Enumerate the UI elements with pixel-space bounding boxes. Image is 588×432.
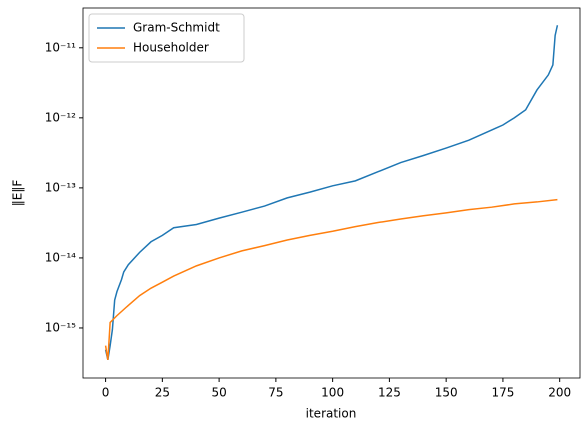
legend-label: Gram-Schmidt: [133, 21, 220, 35]
y-tick-label: 10⁻¹³: [45, 180, 76, 194]
legend-label: Householder: [133, 41, 209, 55]
x-tick-label: 150: [435, 386, 458, 400]
x-axis-label: iteration: [306, 407, 357, 421]
x-tick-label: 0: [102, 386, 110, 400]
x-tick-label: 200: [548, 386, 571, 400]
x-tick-label: 75: [268, 386, 283, 400]
x-tick-label: 175: [491, 386, 514, 400]
plot-frame: [82, 7, 581, 379]
x-tick-label: 25: [155, 386, 170, 400]
y-tick-label: 10⁻¹⁵: [45, 320, 76, 334]
y-axis-label: ‖E‖F: [11, 180, 25, 207]
line: [104, 25, 559, 361]
x-tick-label: 50: [211, 386, 226, 400]
legend-box: [88, 13, 245, 63]
line: [104, 198, 558, 361]
y-tick-label: 10⁻¹⁴: [45, 250, 76, 264]
y-tick-label: 10⁻¹²: [45, 110, 76, 124]
y-tick-label: 10⁻¹¹: [45, 40, 76, 54]
x-tick-label: 125: [378, 386, 401, 400]
x-tick-label: 100: [321, 386, 344, 400]
